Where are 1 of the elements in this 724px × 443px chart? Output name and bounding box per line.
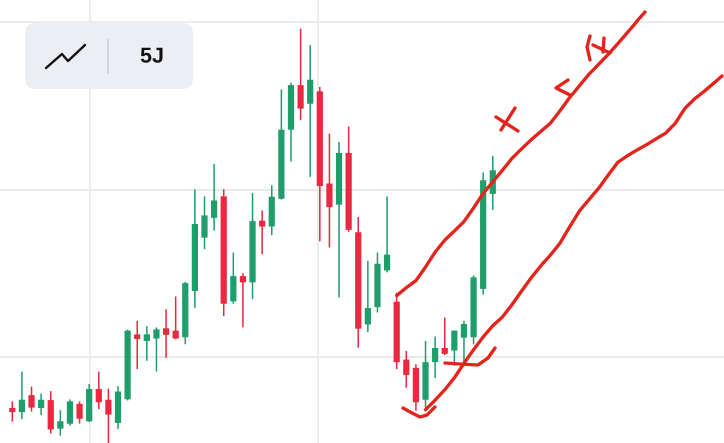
annotation: 5J <box>140 48 163 63</box>
